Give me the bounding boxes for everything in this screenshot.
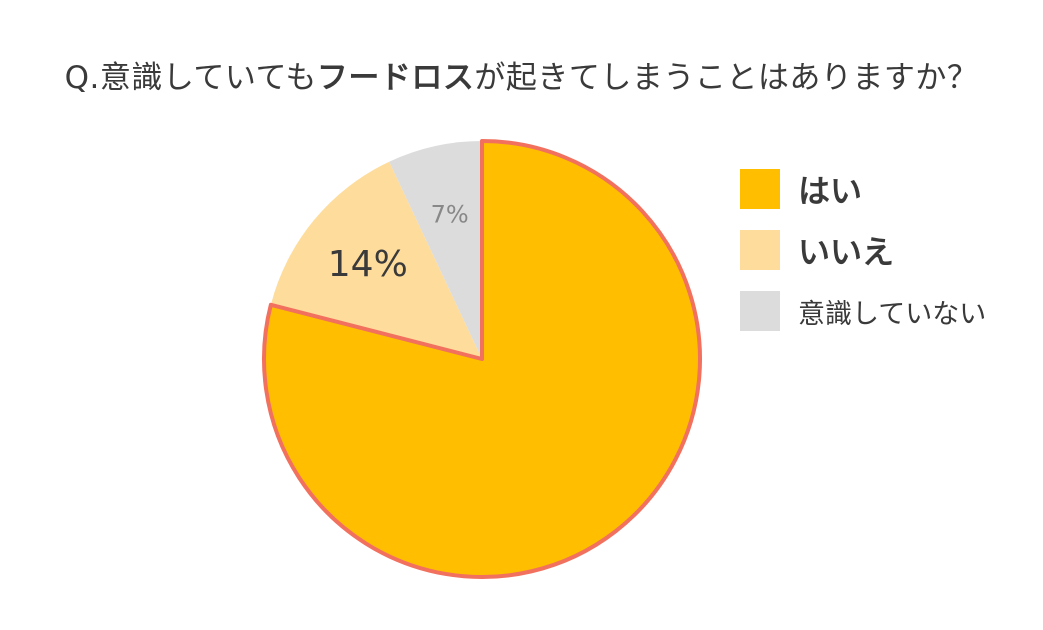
legend-swatch-no — [740, 230, 780, 270]
slice-no — [270, 161, 482, 359]
legend-swatch-yes — [740, 169, 780, 209]
legend-swatch-unaware — [740, 291, 780, 331]
legend-item-unaware: 意識していない — [740, 290, 986, 332]
data-label-no: 14% — [328, 244, 408, 285]
legend-label-unaware: 意識していない — [798, 298, 987, 330]
legend-label-no: いいえ — [798, 233, 895, 271]
chart-title: Q.意識していてもフードロスが起きてしまうことはありますか？ — [0, 52, 1043, 97]
legend-label-yes: はい — [798, 172, 863, 210]
title-suffix: が起きてしまうことはありますか？ — [474, 60, 979, 96]
data-label-unaware: 7% — [431, 200, 469, 228]
legend-item-yes: はい — [740, 168, 986, 210]
slice-yes — [262, 139, 702, 579]
legend-item-no: いいえ — [740, 229, 986, 271]
legend: はい いいえ 意識していない — [740, 168, 986, 351]
title-prefix: Q.意識していても — [64, 60, 317, 96]
slice-unaware — [389, 141, 482, 359]
title-emphasis: フードロス — [316, 60, 475, 96]
